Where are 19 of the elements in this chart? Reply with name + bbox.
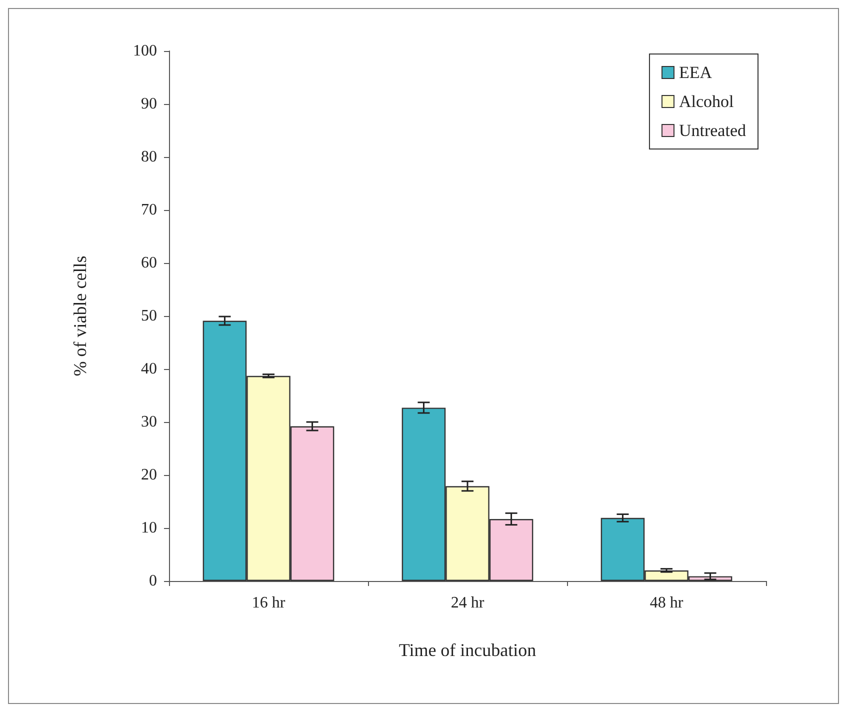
y-tick-label: 50 <box>141 308 157 324</box>
legend-label: EEA <box>678 63 713 82</box>
y-tick-label: 100 <box>133 42 157 60</box>
x-tick-label: 24 hr <box>450 594 485 612</box>
y-tick-label: 20 <box>141 466 157 484</box>
legend-label: Untreated <box>678 121 746 140</box>
x-tick-label: 48 hr <box>650 594 684 612</box>
x-tick-label: 16 hr <box>252 594 286 612</box>
y-tick-label: 90 <box>141 96 157 112</box>
y-tick-label: 40 <box>141 360 157 378</box>
legend-label: Alcohol <box>678 92 734 111</box>
y-tick-label: 10 <box>141 520 157 536</box>
y-tick-label: 60 <box>141 254 157 272</box>
y-tick-label: 80 <box>141 148 157 166</box>
y-axis-title: % of viable cells <box>70 256 90 376</box>
y-tick-label: 70 <box>141 202 157 218</box>
y-tick-label: 0 <box>149 572 157 590</box>
x-axis-title: Time of incubation <box>398 640 536 660</box>
y-tick-label: 30 <box>141 414 157 430</box>
